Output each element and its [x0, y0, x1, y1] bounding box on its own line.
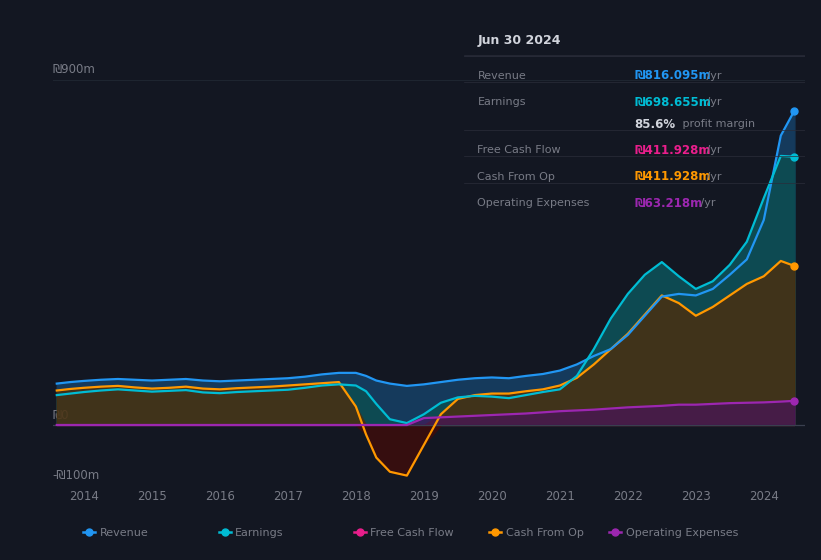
Text: Cash From Op: Cash From Op — [478, 171, 555, 181]
Text: Free Cash Flow: Free Cash Flow — [478, 146, 561, 156]
Text: /yr: /yr — [697, 198, 715, 208]
Text: /yr: /yr — [703, 171, 722, 181]
Text: /yr: /yr — [703, 146, 722, 156]
Text: Earnings: Earnings — [235, 528, 284, 538]
Text: -₪100m: -₪100m — [52, 469, 99, 482]
Text: ₪63.218m: ₪63.218m — [635, 197, 703, 209]
Text: ₪0: ₪0 — [52, 409, 68, 422]
Text: ₪900m: ₪900m — [52, 63, 95, 76]
Text: Earnings: Earnings — [478, 97, 526, 108]
Text: Jun 30 2024: Jun 30 2024 — [478, 34, 561, 46]
Text: ₪411.928m: ₪411.928m — [635, 170, 711, 183]
Text: /yr: /yr — [703, 71, 722, 81]
Text: ₪816.095m: ₪816.095m — [635, 69, 711, 82]
Text: profit margin: profit margin — [678, 119, 754, 129]
Text: Operating Expenses: Operating Expenses — [478, 198, 589, 208]
Text: Cash From Op: Cash From Op — [506, 528, 584, 538]
Text: Revenue: Revenue — [100, 528, 149, 538]
Text: Free Cash Flow: Free Cash Flow — [370, 528, 454, 538]
Text: ₪698.655m: ₪698.655m — [635, 96, 711, 109]
Text: Revenue: Revenue — [478, 71, 526, 81]
Text: 85.6%: 85.6% — [635, 118, 676, 130]
Text: /yr: /yr — [703, 97, 722, 108]
Text: ₪411.928m: ₪411.928m — [635, 144, 711, 157]
Text: Operating Expenses: Operating Expenses — [626, 528, 738, 538]
